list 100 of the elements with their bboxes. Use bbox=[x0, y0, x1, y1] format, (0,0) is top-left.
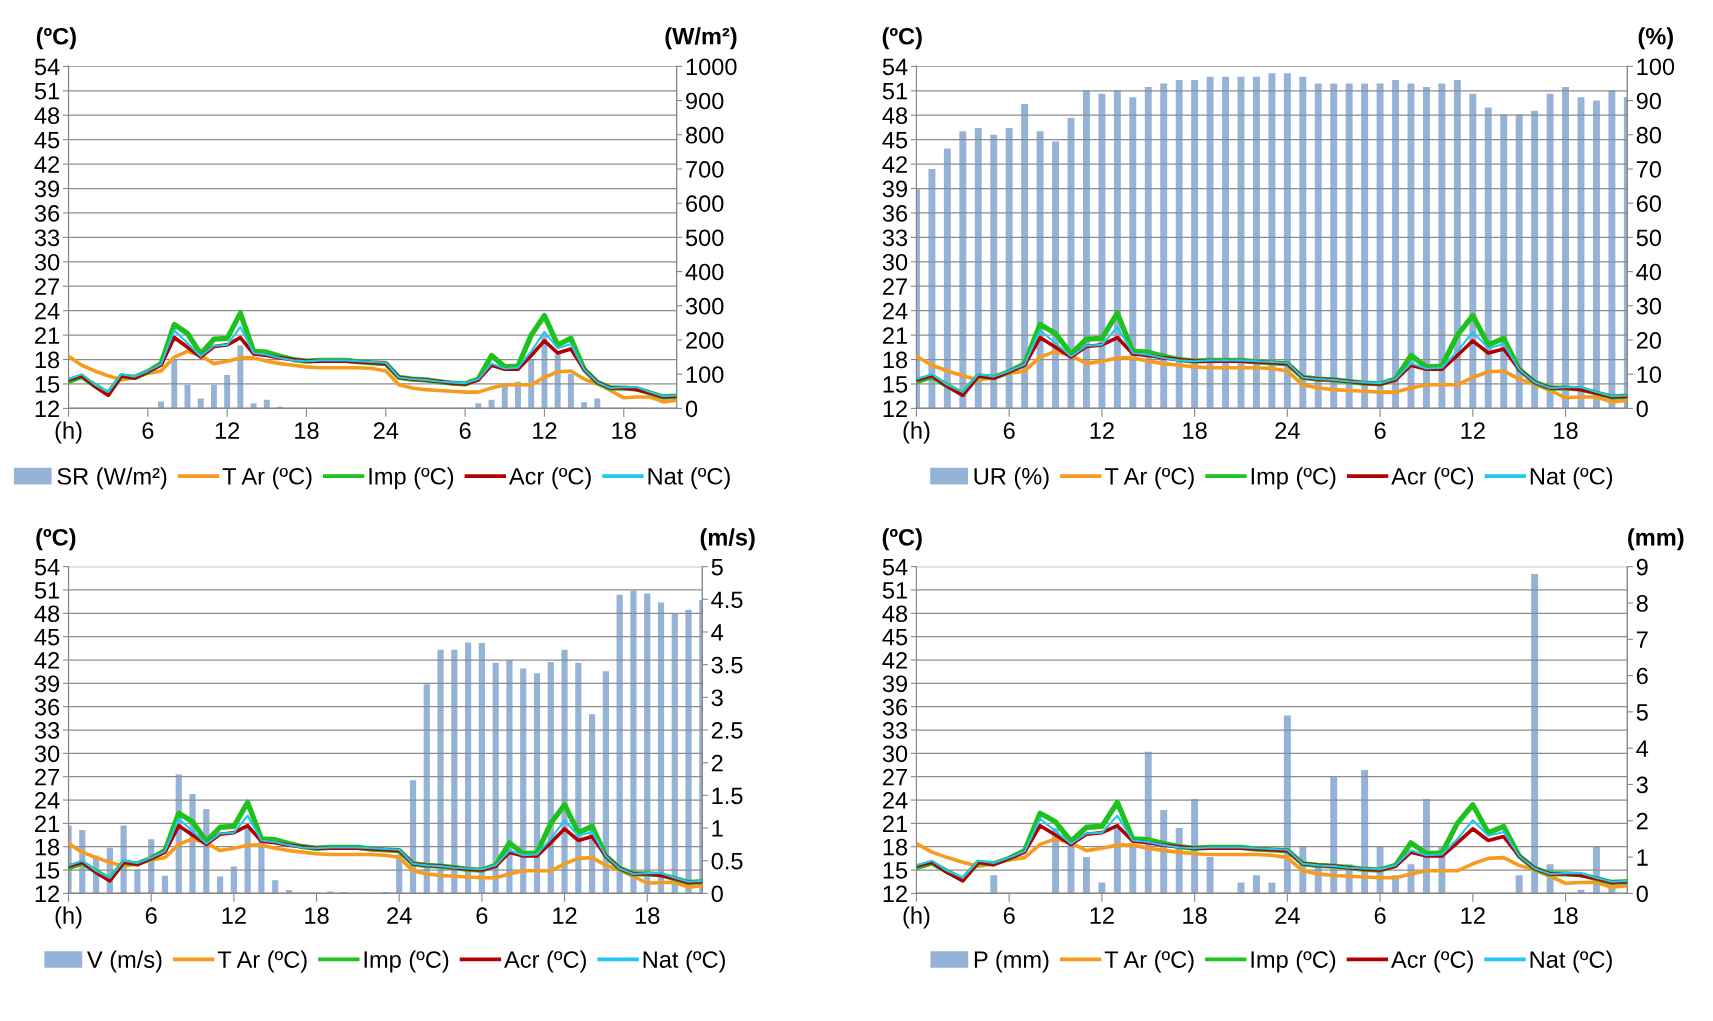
y2-tick-label: 7 bbox=[1636, 631, 1648, 648]
legend-label: V (m/s) bbox=[87, 950, 162, 973]
legend-label: P (mm) bbox=[974, 950, 1049, 973]
legend-label: Nat (ºC) bbox=[1530, 467, 1613, 490]
y-tick-label: 15 bbox=[883, 376, 908, 393]
y-tick-label: 27 bbox=[883, 768, 907, 786]
y2-tick-label: 0 bbox=[1636, 885, 1648, 903]
y-tick-label: 12 bbox=[883, 885, 907, 902]
y-tick-label: 24 bbox=[35, 792, 60, 809]
y-tick-label: 36 bbox=[34, 205, 60, 222]
y-tick-label: 39 bbox=[34, 675, 60, 693]
legend-label: Nat (ºC) bbox=[648, 467, 730, 490]
y2-tick-label: 500 bbox=[685, 229, 724, 247]
y-tick-label: 42 bbox=[34, 156, 59, 173]
y-tick-label: 18 bbox=[35, 838, 60, 856]
y-tick-label: 45 bbox=[34, 131, 60, 149]
y-tick-label: 27 bbox=[883, 278, 907, 295]
y-tick-label: 48 bbox=[882, 605, 908, 623]
y-tick-label: 21 bbox=[35, 815, 60, 832]
y2-tick-label: 400 bbox=[685, 263, 724, 281]
y-tick-label: 24 bbox=[883, 302, 908, 320]
y2-tick-label: 2 bbox=[711, 754, 723, 772]
x-tick-label: 18 bbox=[305, 907, 329, 924]
legend-label: Imp (ºC) bbox=[1251, 950, 1336, 973]
y2-tick-label: 4 bbox=[711, 624, 724, 641]
y2-tick-label: 80 bbox=[1636, 126, 1662, 144]
x-tick-label: 6 bbox=[476, 907, 488, 924]
legend-label: Acr (ºC) bbox=[508, 467, 591, 490]
y-tick-label: 51 bbox=[882, 83, 907, 100]
y-axis-title: (ºC) bbox=[36, 528, 76, 551]
y2-tick-label: 900 bbox=[686, 92, 724, 110]
y2-tick-label: 60 bbox=[1636, 195, 1662, 212]
y-tick-label: 24 bbox=[35, 302, 60, 320]
y-tick-label: 27 bbox=[35, 768, 59, 786]
x-tick-label: 18 bbox=[635, 907, 660, 924]
y-tick-label: 54 bbox=[882, 58, 908, 76]
x-tick-label: 18 bbox=[1554, 422, 1578, 439]
y-tick-label: 42 bbox=[882, 156, 907, 173]
y2-tick-label: 1000 bbox=[686, 58, 737, 76]
y2-tick-label: 8 bbox=[1636, 595, 1648, 612]
y-tick-label: 48 bbox=[34, 605, 60, 623]
y-tick-label: 33 bbox=[34, 229, 60, 247]
y-tick-label: 30 bbox=[34, 745, 60, 763]
y2-tick-label: 0 bbox=[1636, 400, 1648, 418]
legend-label: Acr (ºC) bbox=[1391, 467, 1474, 490]
y-tick-label: 48 bbox=[882, 107, 908, 125]
y2-tick-label: 600 bbox=[686, 195, 724, 212]
y-tick-label: 15 bbox=[35, 862, 60, 879]
x-tick-label: 12 bbox=[215, 422, 240, 439]
y2-tick-label: 0.5 bbox=[711, 852, 743, 870]
legend-label: T Ar (ºC) bbox=[222, 467, 312, 490]
y-tick-label: 45 bbox=[34, 628, 60, 646]
x-tick-label: 24 bbox=[373, 422, 399, 439]
y-tick-label: 54 bbox=[34, 558, 60, 576]
y2-tick-label: 1 bbox=[712, 820, 723, 837]
y-axis-title: (ºC) bbox=[882, 528, 922, 551]
y-tick-label: 48 bbox=[34, 107, 60, 125]
y-tick-label: 12 bbox=[35, 400, 59, 417]
y-tick-label: 36 bbox=[882, 205, 908, 222]
legend-label: SR (W/m²) bbox=[57, 467, 167, 490]
legend-label: Imp (ºC) bbox=[364, 950, 449, 973]
y-axis-title: (ºC) bbox=[882, 27, 922, 50]
x-tick-label: 6 bbox=[1374, 907, 1386, 924]
y2-tick-label: 3.5 bbox=[711, 656, 743, 674]
y2-tick-label: 2.5 bbox=[711, 722, 743, 739]
x-tick-label: 6 bbox=[142, 422, 154, 439]
y-tick-label: 21 bbox=[883, 327, 907, 344]
x-tick-label: 6 bbox=[459, 422, 471, 439]
y-tick-label: 54 bbox=[882, 558, 908, 576]
x-tick-label: (h) bbox=[903, 421, 930, 444]
y-tick-label: 33 bbox=[34, 722, 60, 739]
x-tick-label: 12 bbox=[1090, 907, 1114, 924]
x-tick-label: 24 bbox=[1275, 907, 1300, 924]
y-axis-title: (ºC) bbox=[36, 27, 76, 50]
y2-tick-label: 5 bbox=[1636, 704, 1648, 721]
x-tick-label: 12 bbox=[553, 907, 577, 924]
y-tick-label: 15 bbox=[35, 376, 60, 393]
y2-tick-label: 100 bbox=[686, 366, 724, 383]
x-tick-label: 24 bbox=[1275, 422, 1300, 439]
y-tick-label: 21 bbox=[35, 327, 60, 344]
y2-tick-label: 1.5 bbox=[712, 787, 743, 805]
y2-tick-label: 200 bbox=[686, 332, 724, 349]
y-tick-label: 18 bbox=[883, 351, 908, 369]
y-tick-label: 18 bbox=[883, 838, 908, 856]
y2-tick-label: 3 bbox=[1636, 776, 1648, 794]
x-tick-label: 18 bbox=[1183, 907, 1207, 924]
y-tick-label: 54 bbox=[34, 58, 60, 76]
y2-tick-label: 0 bbox=[711, 885, 723, 903]
x-tick-label: 18 bbox=[612, 422, 636, 439]
y-tick-label: 39 bbox=[34, 180, 60, 198]
y2-tick-label: 20 bbox=[1636, 332, 1662, 349]
y2-axis-title: (mm) bbox=[1628, 528, 1684, 551]
y2-tick-label: 10 bbox=[1637, 366, 1662, 383]
y2-tick-label: 100 bbox=[1637, 58, 1675, 76]
legend-label: Nat (ºC) bbox=[1530, 950, 1612, 973]
y-tick-label: 36 bbox=[34, 698, 60, 716]
x-tick-label: (h) bbox=[55, 906, 82, 929]
y-tick-label: 39 bbox=[882, 180, 908, 198]
legend-label: Imp (ºC) bbox=[369, 467, 454, 490]
legend-label: Acr (ºC) bbox=[504, 950, 586, 973]
